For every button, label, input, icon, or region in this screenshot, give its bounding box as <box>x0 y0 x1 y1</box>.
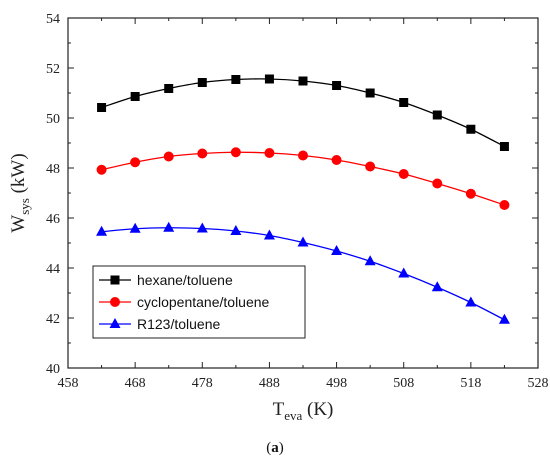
data-point-cyclopentane-toluene <box>499 200 510 210</box>
data-point-cyclopentane-toluene <box>298 150 308 161</box>
data-point-cyclopentane-toluene <box>432 178 443 189</box>
series-r123-toluene <box>96 221 510 324</box>
data-point-cyclopentane-toluene <box>398 169 409 179</box>
data-point-hexane-toluene <box>231 75 241 84</box>
y-axis-title-sub: sys <box>17 198 32 215</box>
y-tick-label: 46 <box>46 212 60 227</box>
data-point-cyclopentane-toluene <box>465 188 476 199</box>
data-point-r123-toluene <box>263 229 275 240</box>
data-point-hexane-toluene <box>332 81 342 90</box>
data-point-r123-toluene <box>364 255 376 266</box>
data-point-hexane-toluene <box>130 92 140 101</box>
data-point-cyclopentane-toluene <box>230 147 241 158</box>
series-hexane-toluene <box>97 74 509 151</box>
x-axis-title-unit: (K) <box>302 399 333 420</box>
data-point-hexane-toluene <box>97 103 107 112</box>
data-point-r123-toluene <box>431 281 443 292</box>
x-axis-title-main: T <box>273 399 285 420</box>
caption-close: ) <box>278 440 284 456</box>
data-point-cyclopentane-toluene <box>197 148 208 159</box>
data-point-r123-toluene <box>465 296 477 307</box>
data-point-r123-toluene <box>129 222 141 233</box>
data-point-r123-toluene <box>297 236 309 247</box>
data-point-r123-toluene <box>331 245 343 255</box>
y-tick-label: 42 <box>46 312 60 327</box>
legend-label-r123-toluene: R123/toluene <box>137 316 221 332</box>
y-axis-title-main: W <box>8 215 29 233</box>
legend: hexane/toluene cyclopentane/toluene R123/t… <box>92 265 306 339</box>
data-point-hexane-toluene <box>432 110 442 120</box>
legend-marker-r123-toluene <box>109 318 121 328</box>
x-tick-label: 458 <box>58 376 79 391</box>
x-tick-label: 488 <box>259 376 280 391</box>
data-point-hexane-toluene <box>399 98 409 107</box>
y-tick-label: 54 <box>46 12 60 27</box>
x-tick-label: 478 <box>192 376 213 391</box>
x-tick-label: 508 <box>393 376 414 391</box>
caption-label: a <box>271 440 279 456</box>
data-point-hexane-toluene <box>365 88 375 98</box>
legend-label-hexane-toluene: hexane/toluene <box>137 272 233 288</box>
data-point-cyclopentane-toluene <box>163 151 174 162</box>
data-point-r123-toluene <box>163 221 175 232</box>
y-tick-label: 40 <box>46 362 60 377</box>
x-tick-label: 528 <box>528 376 549 391</box>
data-point-hexane-toluene <box>466 124 476 134</box>
legend-marker-hexane-toluene <box>110 275 120 285</box>
data-point-cyclopentane-toluene <box>96 164 107 175</box>
data-point-cyclopentane-toluene <box>130 157 141 168</box>
x-tick-label: 498 <box>326 376 347 391</box>
x-axis-title: Teva (K) <box>273 399 334 423</box>
axes-layer: 458 468 478 488 498 508 518 528 40 42 44 46 48 50 52 54 <box>46 12 549 391</box>
legend-label-cyclopentane-toluene: cyclopentane/toluene <box>137 294 270 310</box>
series-cyclopentane-toluene <box>96 147 510 210</box>
data-point-cyclopentane-toluene <box>331 155 342 165</box>
figure-caption: (a) <box>0 440 550 457</box>
y-tick-label: 50 <box>46 112 60 127</box>
data-point-r123-toluene <box>230 225 242 235</box>
data-point-hexane-toluene <box>499 142 509 151</box>
x-tick-label: 468 <box>125 376 146 391</box>
data-point-r123-toluene <box>498 313 510 324</box>
y-tick-label: 52 <box>46 62 60 77</box>
data-point-cyclopentane-toluene <box>365 161 376 172</box>
x-axis-title-sub: eva <box>284 408 302 423</box>
y-tick-label: 44 <box>46 262 60 277</box>
data-point-cyclopentane-toluene <box>264 148 275 158</box>
legend-marker-cyclopentane-toluene <box>110 297 120 307</box>
x-tick-label: 518 <box>460 376 481 391</box>
data-point-hexane-toluene <box>298 76 308 86</box>
data-point-hexane-toluene <box>164 84 174 93</box>
data-point-r123-toluene <box>196 222 208 233</box>
data-point-hexane-toluene <box>264 74 274 84</box>
y-axis-title-unit: (kW) <box>8 153 29 198</box>
y-axis-title: Wsys (kW) <box>8 153 32 232</box>
series-line-hexane-toluene <box>101 78 505 148</box>
y-tick-label: 48 <box>46 162 60 177</box>
data-point-hexane-toluene <box>197 78 207 87</box>
line-chart: 458 468 478 488 498 508 518 528 40 42 44 46 48 50 52 54… <box>8 12 549 423</box>
data-point-r123-toluene <box>96 225 108 236</box>
data-point-r123-toluene <box>398 267 410 278</box>
caption-open: ( <box>266 440 272 456</box>
series-layer <box>96 74 510 324</box>
